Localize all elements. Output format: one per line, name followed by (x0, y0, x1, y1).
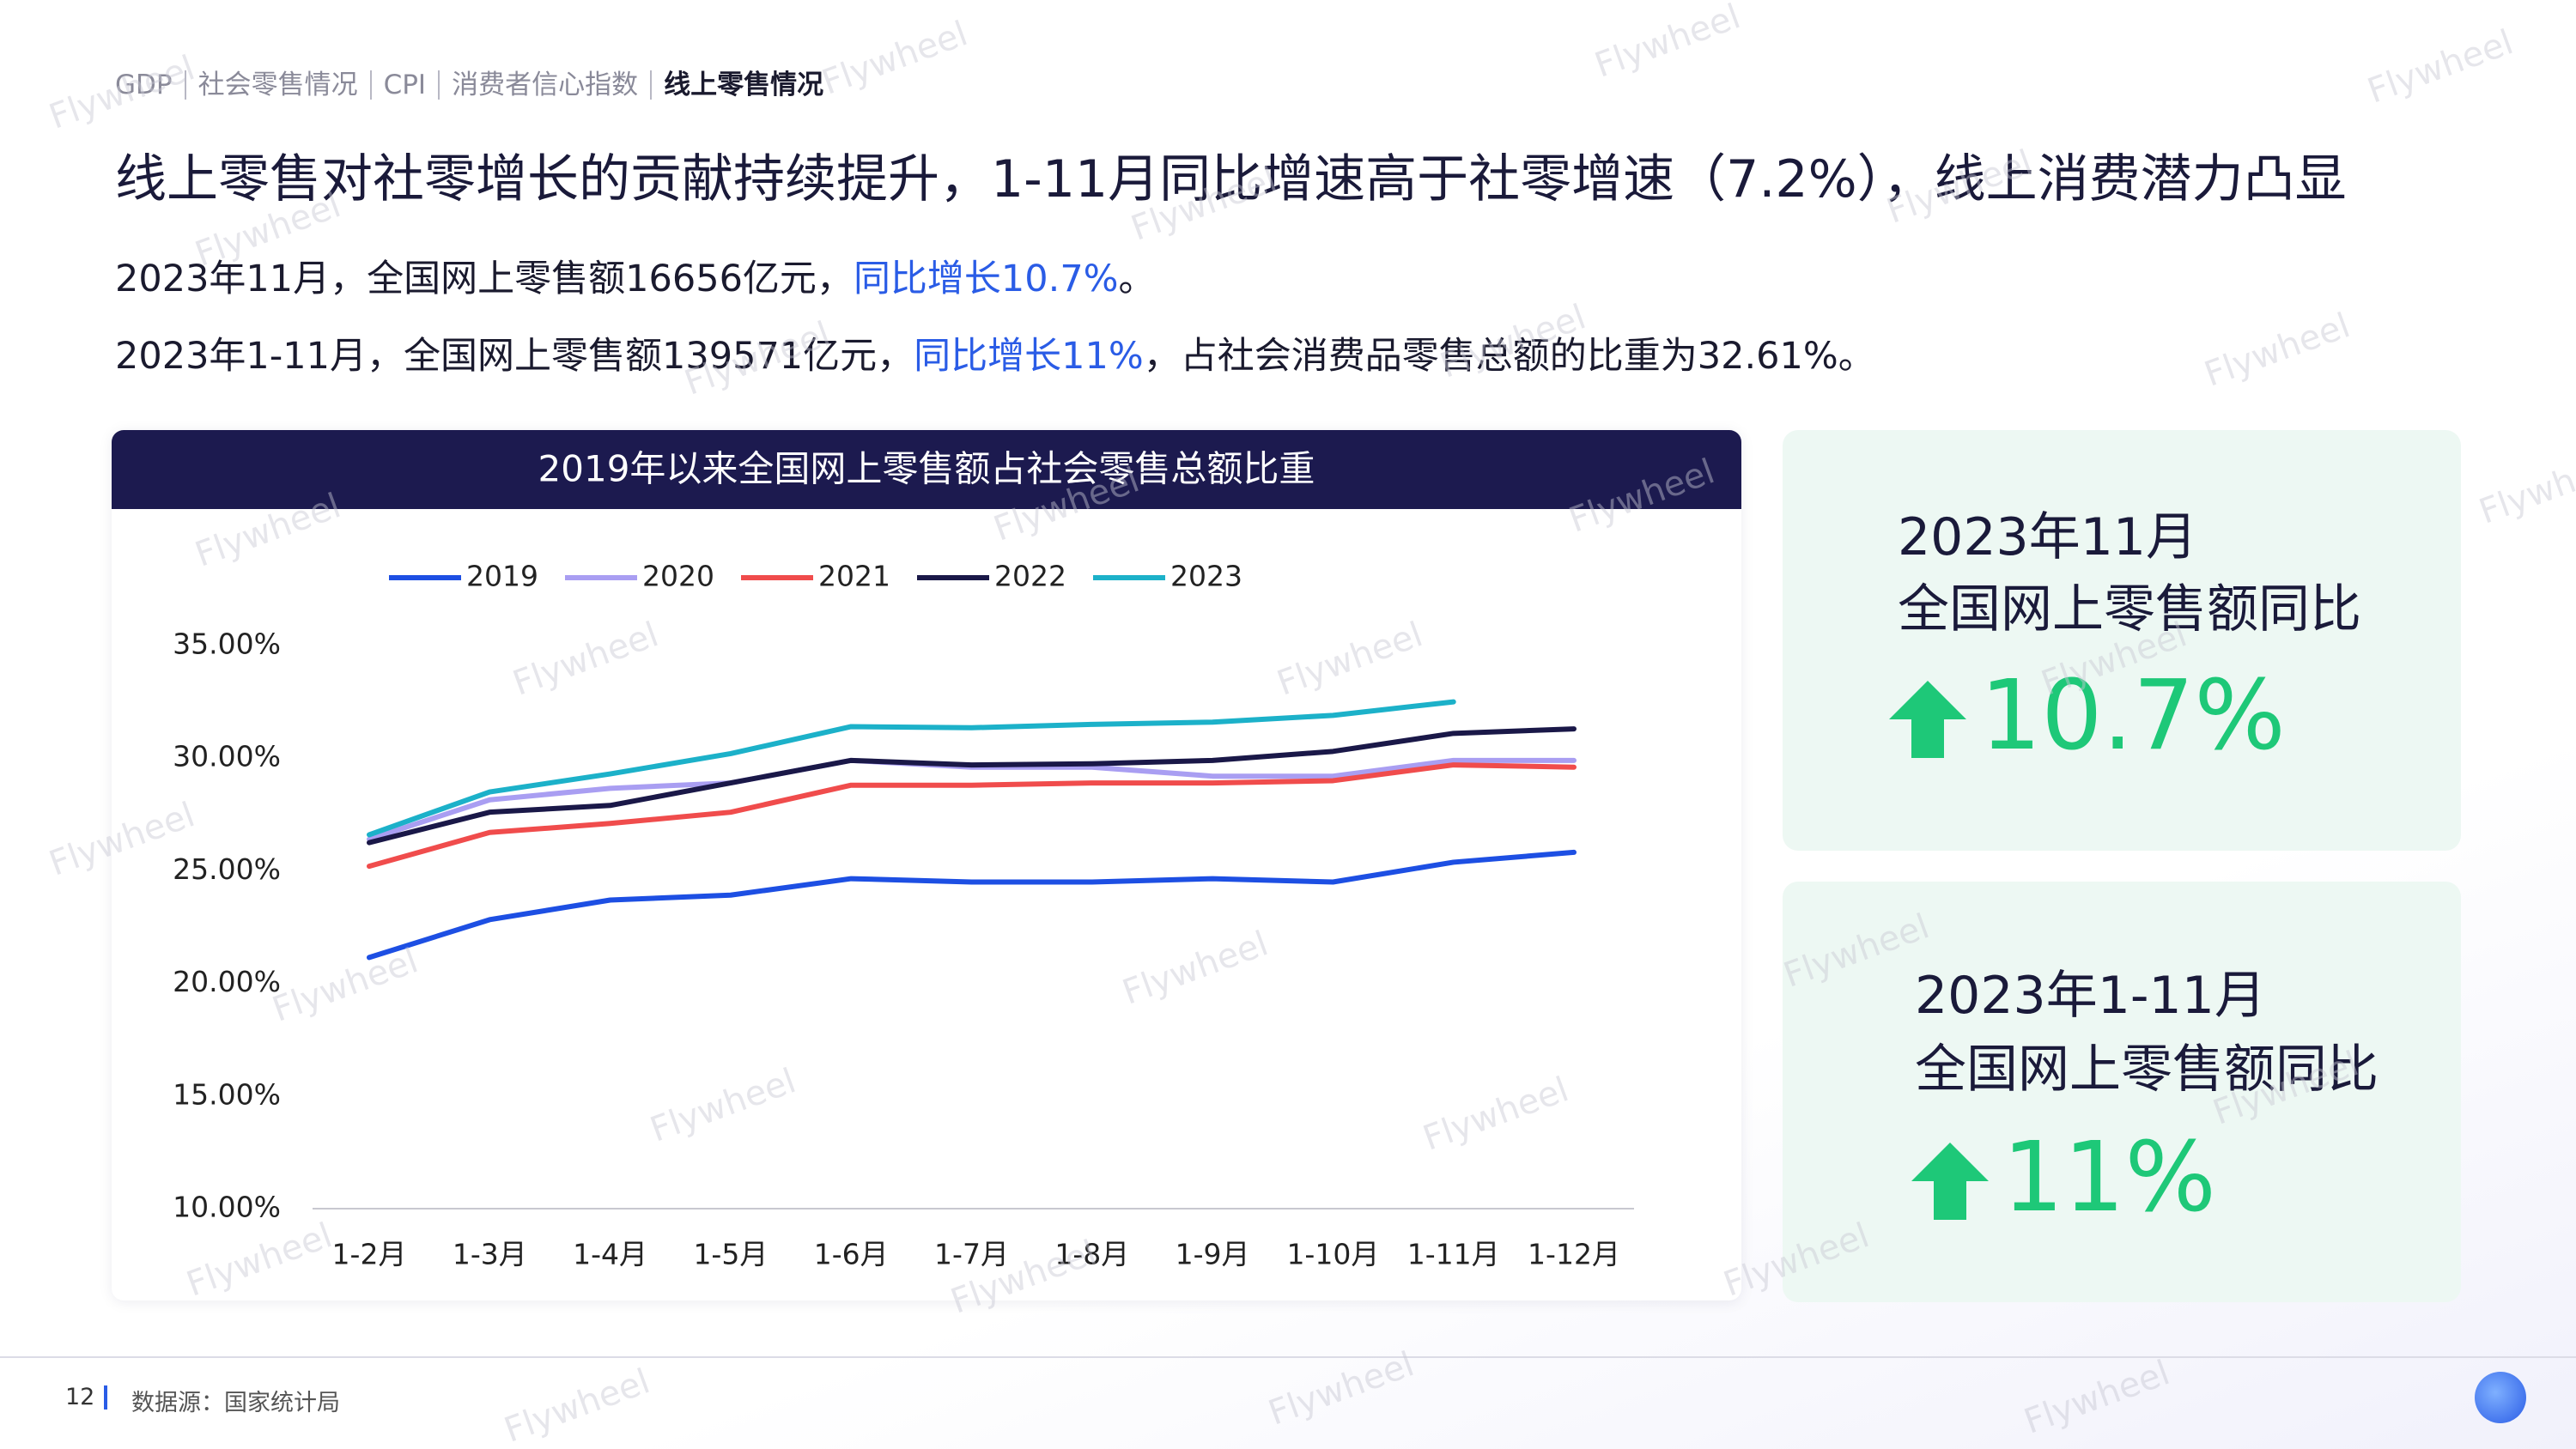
x-tick-label: 1-5月 (693, 1238, 768, 1271)
legend-label: 2021 (818, 560, 890, 593)
kpi-label: 全国网上零售额同比 (1898, 579, 2361, 640)
page-number: 12 (65, 1384, 95, 1410)
text: 2023年11月，全国网上零售额16656亿元， (115, 258, 854, 300)
kpi-period: 2023年1-11月 (1915, 966, 2266, 1026)
summary-line: 2023年1-11月，全国网上零售额139571亿元，同比增长11%，占社会消费… (115, 326, 1875, 379)
footer-line (0, 1356, 2576, 1358)
text: 2023年1-11月，全国网上零售额139571亿元， (115, 335, 914, 378)
kpi-value: 11% (2002, 1122, 2216, 1234)
watermark: Flywheel (2019, 1353, 2174, 1441)
y-tick-label: 25.00% (173, 852, 281, 886)
x-tick-label: 1-4月 (573, 1238, 647, 1271)
nav-item[interactable]: 社会零售情况 (184, 70, 370, 100)
chart: 2019年以来全国网上零售额占社会零售总额比重 10.00% 15.00% 20.0… (112, 430, 1741, 1271)
kpi-card: 2023年1-11月 全国网上零售额同比 11% (1783, 882, 2461, 1302)
x-tick-label: 1-2月 (332, 1238, 407, 1271)
legend-label: 2020 (642, 560, 714, 593)
title: 线上零售对社零增长的贡献持续提升，1-11月同比增速高于社零增速（7.2%），线… (115, 149, 2347, 209)
kpi-value: 10.7% (1980, 660, 2286, 772)
watermark: Flywheel (2199, 306, 2354, 394)
highlight: 同比增长10.7% (853, 258, 1119, 300)
text: 。 (1118, 258, 1156, 300)
legend-label: 2019 (466, 560, 538, 593)
nav-item[interactable]: CPI (369, 70, 438, 100)
kpi-label: 全国网上零售额同比 (1915, 1040, 2379, 1100)
kpi-card: 2023年11月 全国网上零售额同比 10.7% (1783, 430, 2461, 851)
separator (104, 1385, 107, 1410)
x-tick-label: 1-7月 (934, 1238, 1009, 1271)
arrow-up (1911, 1143, 1989, 1220)
text: ，占社会消费品零售总额的比重为32.61%。 (1143, 335, 1875, 378)
line-series (367, 762, 1577, 870)
x-tick-label: 1-11月 (1407, 1238, 1500, 1271)
line-series (367, 849, 1577, 961)
nav-item[interactable]: 消费者信心指数 (438, 70, 650, 100)
source: 数据源：国家统计局 (131, 1390, 340, 1416)
highlight: 同比增长11% (914, 335, 1144, 378)
x-tick-label: 1-8月 (1054, 1238, 1129, 1271)
chart-title: 2019年以来全国网上零售额占社会零售总额比重 (538, 448, 1315, 490)
logo (2475, 1372, 2526, 1423)
nav-item[interactable]: 线上零售情况 (650, 70, 835, 100)
line-series (367, 699, 1456, 838)
watermark: Flywheel (499, 1361, 654, 1449)
y-tick-label: 20.00% (173, 965, 281, 998)
line-series (367, 726, 1577, 846)
y-tick-label: 30.00% (173, 740, 281, 773)
y-tick-label: 35.00% (173, 627, 281, 661)
watermark: Flywheel (2362, 22, 2518, 111)
x-tick-label: 1-9月 (1176, 1238, 1250, 1271)
x-tick-label: 1-6月 (814, 1238, 889, 1271)
chart-card: 2019年以来全国网上零售额占社会零售总额比重 10.00% 15.00% 20.0… (112, 430, 1741, 1300)
x-tick-label: 1-10月 (1286, 1238, 1379, 1271)
x-tick-label: 1-3月 (453, 1238, 527, 1271)
summary-line: 2023年11月，全国网上零售额16656亿元，同比增长10.7%。 (115, 249, 1156, 302)
nav-item[interactable]: GDP (115, 70, 173, 100)
y-tick-label: 10.00% (173, 1191, 281, 1224)
x-tick-label: 1-12月 (1528, 1238, 1620, 1271)
legend-label: 2023 (1170, 560, 1242, 593)
arrow-up (1889, 681, 1966, 758)
legend-label: 2022 (994, 560, 1066, 593)
nav: GDP 社会零售情况 CPI 消费者信心指数 线上零售情况 (115, 70, 835, 100)
watermark: Flywheel (1589, 0, 1745, 86)
watermark: Flywheel (2474, 443, 2576, 531)
chart-header (112, 430, 1741, 509)
kpi-period: 2023年11月 (1898, 507, 2198, 567)
y-tick-label: 15.00% (173, 1077, 281, 1111)
watermark: Flywheel (817, 14, 972, 102)
